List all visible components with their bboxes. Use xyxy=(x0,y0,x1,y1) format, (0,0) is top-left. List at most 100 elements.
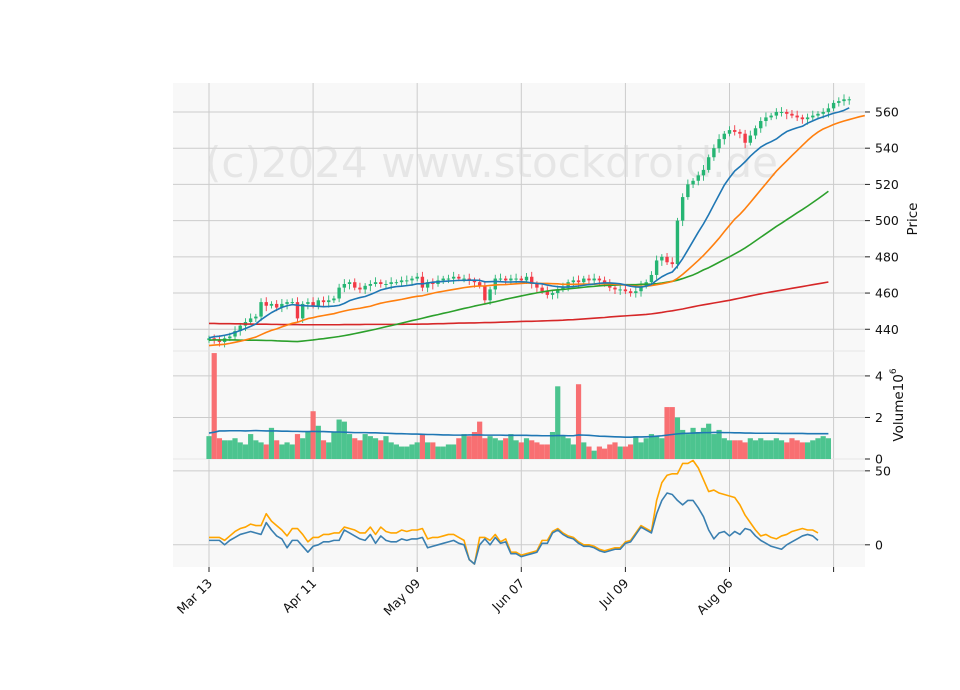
volume-bar xyxy=(596,446,602,459)
volume-bar xyxy=(294,434,301,459)
candle-body xyxy=(779,111,784,113)
volume-bar xyxy=(383,436,389,459)
volume-bar xyxy=(435,446,441,459)
candle-body xyxy=(649,274,654,283)
candle-body xyxy=(556,289,560,294)
volume-bar xyxy=(575,384,582,459)
volume-bar xyxy=(721,438,727,459)
volume-bar xyxy=(216,438,223,459)
candle-body xyxy=(535,284,539,288)
candle-body xyxy=(717,139,721,149)
volume-bar xyxy=(534,442,540,459)
volume-bar xyxy=(659,438,665,459)
volume-bar xyxy=(549,432,556,459)
candle-body xyxy=(837,101,841,103)
volume-bar xyxy=(326,442,332,459)
volume-y-tick-label: 2 xyxy=(875,410,883,425)
indicator-line-b xyxy=(209,459,819,565)
volume-bar xyxy=(248,434,254,459)
volume-bar xyxy=(648,434,655,459)
volume-bar xyxy=(674,417,681,459)
candle-body xyxy=(379,282,383,284)
volume-bar xyxy=(300,438,306,459)
candle-body xyxy=(342,284,347,288)
price-axis-label: Price xyxy=(905,203,921,236)
candle-body xyxy=(306,302,310,304)
volume-bar xyxy=(414,442,420,459)
volume-axis-label: Volume106 xyxy=(889,368,907,441)
volume-bar xyxy=(654,436,660,459)
ma-200-line xyxy=(209,281,829,326)
candle-body xyxy=(327,300,331,303)
volume-bar xyxy=(461,434,467,459)
indicator-lines xyxy=(208,107,865,565)
volume-bar xyxy=(804,442,811,459)
candle-body xyxy=(472,280,477,283)
volume-bar xyxy=(758,438,764,459)
candle-body xyxy=(321,300,326,303)
volume-bar xyxy=(492,438,498,459)
candle-body xyxy=(826,108,831,112)
candle-body xyxy=(498,278,503,280)
candle-body xyxy=(764,117,768,122)
volume-bar xyxy=(716,429,722,459)
candle-body xyxy=(686,184,690,198)
volume-bar xyxy=(669,407,675,459)
candle-body xyxy=(733,130,737,132)
candle-body xyxy=(795,115,799,118)
candle-body xyxy=(691,180,695,185)
volume-bar xyxy=(706,423,712,459)
candle-body xyxy=(415,276,419,279)
candle-body xyxy=(576,280,581,283)
candle-body xyxy=(545,291,550,295)
volume-bar xyxy=(336,419,342,459)
candle-body xyxy=(540,287,544,292)
indicator-line-a xyxy=(209,492,819,565)
volume-bar xyxy=(763,440,769,459)
candle-body xyxy=(670,262,674,265)
candle-body xyxy=(592,278,596,281)
volume-bar xyxy=(815,438,821,459)
volume-bar xyxy=(274,440,280,459)
candle-body xyxy=(831,102,836,109)
candle-body xyxy=(816,113,820,116)
candle-body xyxy=(811,115,815,118)
candle-body xyxy=(264,302,268,306)
candle-body xyxy=(316,300,321,306)
volume-y-tick-label: 4 xyxy=(875,368,883,383)
volume-bar xyxy=(544,444,550,459)
candle-body xyxy=(639,285,643,292)
candle-body xyxy=(743,133,747,143)
volume-bar xyxy=(456,438,462,459)
volume-bar xyxy=(242,444,249,459)
candle-body xyxy=(233,331,237,337)
candle-body xyxy=(425,282,430,288)
candle-body xyxy=(597,278,602,281)
volume-bar xyxy=(628,444,634,459)
volume-bar xyxy=(388,442,394,459)
candle-body xyxy=(706,157,711,170)
candle-body xyxy=(665,256,669,263)
volume-bar xyxy=(404,446,410,459)
volume-bar xyxy=(586,446,592,459)
volume-bar xyxy=(310,411,316,459)
candle-body xyxy=(290,302,294,304)
candle-body xyxy=(332,298,336,301)
volume-bar xyxy=(601,448,608,459)
candle-body xyxy=(462,278,466,280)
candle-body xyxy=(368,284,373,286)
volume-bar xyxy=(560,436,566,459)
ma-short-line xyxy=(208,107,850,339)
ma-long-line xyxy=(208,190,829,343)
volume-bar xyxy=(565,438,571,459)
volume-bar xyxy=(222,440,228,459)
candle-body xyxy=(399,280,404,283)
candle-body xyxy=(337,287,341,299)
volume-bar xyxy=(268,427,275,459)
candle-body xyxy=(701,169,706,176)
candle-body xyxy=(712,148,716,158)
candle-body xyxy=(451,276,456,279)
volume-bar xyxy=(778,440,785,459)
price-y-tick-label: 480 xyxy=(875,249,899,264)
candle-body xyxy=(300,303,305,319)
